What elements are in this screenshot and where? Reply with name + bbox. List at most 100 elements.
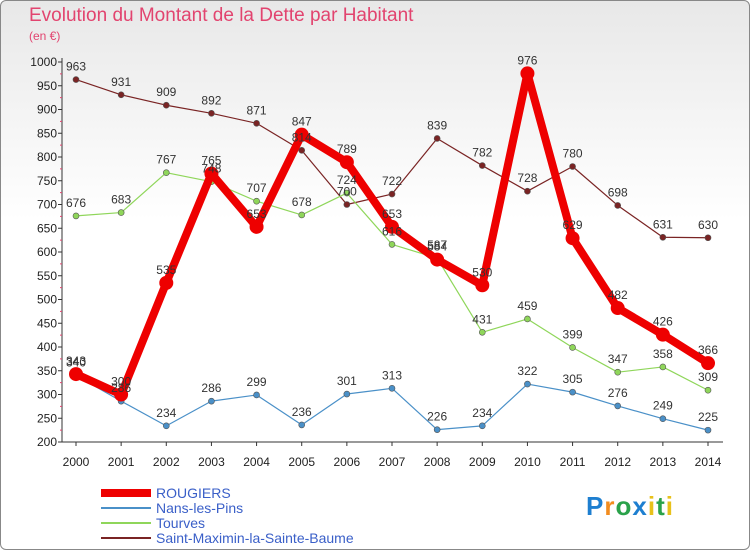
x-tick-label: 2006 <box>334 455 361 469</box>
data-label: 340 <box>66 356 86 370</box>
data-point <box>114 387 129 402</box>
data-label: 482 <box>608 288 628 302</box>
data-point <box>659 415 667 423</box>
data-point <box>294 127 309 142</box>
data-label: 892 <box>201 93 221 107</box>
x-tick-label: 2000 <box>63 455 90 469</box>
y-tick-label: 700 <box>37 198 57 212</box>
data-point <box>704 426 712 434</box>
x-tick-label: 2010 <box>514 455 541 469</box>
data-label: 847 <box>292 115 312 129</box>
y-tick-label: 500 <box>37 293 57 307</box>
legend-label: ROUGIERS <box>156 485 231 501</box>
y-tick-label: 450 <box>37 316 57 330</box>
data-label: 366 <box>698 343 718 357</box>
y-tick-label: 900 <box>37 103 57 117</box>
data-point <box>162 101 170 109</box>
data-point <box>701 356 715 371</box>
y-tick-label: 250 <box>37 411 57 425</box>
data-label: 226 <box>427 410 447 424</box>
data-point <box>475 278 490 293</box>
data-point <box>569 344 576 351</box>
y-tick-label: 850 <box>37 126 57 140</box>
data-point <box>204 166 219 181</box>
data-label: 780 <box>563 147 583 161</box>
data-point <box>614 202 622 209</box>
data-label: 767 <box>156 153 176 167</box>
data-label: 305 <box>563 372 583 386</box>
data-label: 399 <box>563 327 583 341</box>
proxiti-logo: Proxiti <box>586 491 674 521</box>
data-label: 782 <box>472 146 492 160</box>
data-label: 700 <box>337 185 357 199</box>
data-point <box>610 301 625 316</box>
data-label: 676 <box>66 196 86 210</box>
data-point <box>524 315 531 323</box>
data-point <box>208 397 215 405</box>
data-label: 707 <box>247 181 267 195</box>
data-point <box>524 187 531 195</box>
data-point <box>208 110 215 117</box>
data-label: 587 <box>427 238 447 252</box>
data-label: 276 <box>608 386 628 400</box>
data-point <box>298 211 306 219</box>
data-point <box>343 390 351 398</box>
y-tick-label: 750 <box>37 174 57 188</box>
y-tick-label: 1000 <box>30 55 57 69</box>
data-label: 683 <box>111 193 131 207</box>
data-label: 724 <box>337 173 357 187</box>
data-label: 300 <box>111 375 131 389</box>
data-label: 748 <box>201 162 221 176</box>
data-label: 630 <box>698 218 718 232</box>
data-label: 225 <box>698 410 718 424</box>
y-tick-label: 950 <box>37 79 57 93</box>
data-label: 322 <box>517 364 537 378</box>
data-point <box>655 327 670 342</box>
data-point <box>69 367 83 382</box>
data-point <box>343 201 351 208</box>
legend-label: Nans-les-Pins <box>156 500 243 516</box>
data-point <box>339 155 354 170</box>
data-label: 789 <box>337 142 357 156</box>
data-point <box>569 388 576 396</box>
x-tick-label: 2004 <box>243 455 270 469</box>
data-label: 584 <box>427 240 447 254</box>
data-label: 839 <box>427 118 447 132</box>
x-tick-label: 2012 <box>604 455 631 469</box>
data-point <box>430 252 445 267</box>
data-label: 963 <box>66 60 86 74</box>
data-label: 722 <box>382 174 402 188</box>
data-label: 698 <box>608 185 628 199</box>
y-tick-label: 650 <box>37 221 57 235</box>
data-point <box>704 234 712 242</box>
chart-subtitle: (en €) <box>29 29 61 43</box>
data-point <box>162 422 170 430</box>
x-tick-label: 2008 <box>424 455 451 469</box>
data-point <box>569 163 576 170</box>
data-label: 653 <box>247 207 267 221</box>
data-point <box>253 197 260 205</box>
y-tick-label: 600 <box>37 245 57 259</box>
data-label: 530 <box>472 265 492 279</box>
data-point <box>162 169 170 176</box>
y-tick-label: 400 <box>37 340 57 354</box>
data-point <box>433 426 441 433</box>
data-point <box>253 391 260 399</box>
data-label: 343 <box>66 354 86 368</box>
data-point <box>388 241 396 248</box>
data-point <box>704 386 712 394</box>
y-tick-label: 200 <box>37 435 57 449</box>
data-label: 426 <box>653 315 673 329</box>
y-tick-label: 800 <box>37 150 57 164</box>
data-point <box>117 91 125 99</box>
data-label: 301 <box>337 374 357 388</box>
data-label: 431 <box>472 312 492 326</box>
data-label: 286 <box>201 381 221 395</box>
data-point <box>298 147 306 154</box>
y-tick-label: 350 <box>37 364 57 378</box>
data-point <box>524 380 531 388</box>
x-tick-label: 2007 <box>379 455 406 469</box>
data-label: 299 <box>247 375 267 389</box>
data-point <box>298 421 306 429</box>
